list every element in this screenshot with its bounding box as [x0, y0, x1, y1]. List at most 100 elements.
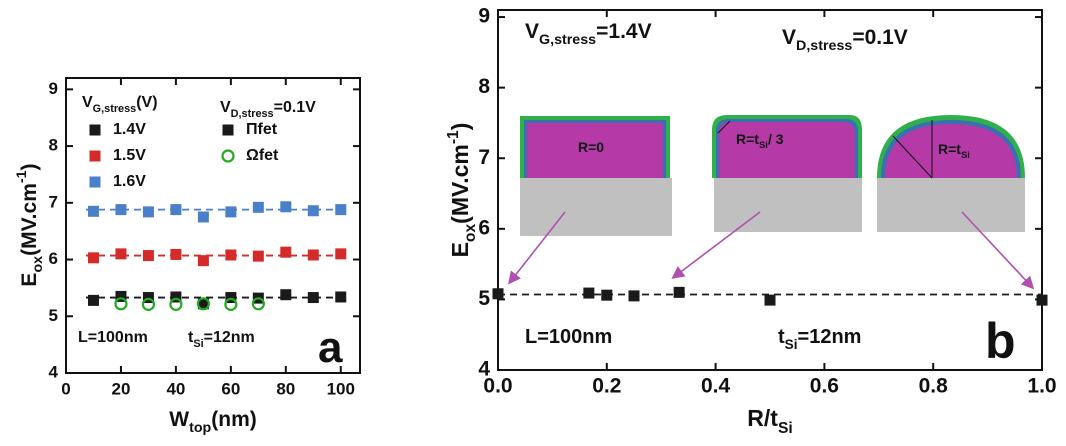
x-tick-label: 0	[61, 379, 70, 398]
text-part: Si	[193, 338, 203, 350]
point	[142, 292, 154, 304]
x-axis-label: R/tSi	[747, 405, 792, 437]
text-part: (MV.cm	[447, 144, 473, 224]
point	[764, 294, 776, 306]
point	[252, 250, 264, 262]
y-tick-label: 5	[49, 306, 58, 325]
point	[197, 298, 209, 310]
text-part: )	[18, 163, 41, 170]
y-axis-label: Eox(MV.cm-1)	[14, 163, 46, 286]
legend-label: Πfet	[246, 121, 278, 138]
point	[169, 297, 183, 311]
annotation: VG,stress=1.4V	[525, 20, 652, 48]
annotation: R=tSi	[938, 141, 970, 161]
text-part: R=t	[736, 131, 759, 147]
point	[335, 248, 347, 260]
point	[115, 248, 127, 260]
annotation: L=100nm	[78, 329, 148, 346]
annotation: VD,stress=0.1V	[782, 26, 908, 54]
y-tick-label: 9	[478, 5, 490, 28]
annotation: VD,stress=0.1V	[220, 99, 316, 120]
text-part: )	[447, 123, 473, 131]
text-part: -1	[14, 170, 30, 183]
point	[225, 249, 237, 261]
legend-label: Ωfet	[246, 147, 279, 164]
text-part: =1.4V	[596, 20, 651, 43]
point	[251, 297, 265, 311]
text-part: V	[525, 20, 539, 43]
text-part: =0.1V	[852, 26, 907, 49]
point	[115, 204, 127, 216]
legend-marker	[222, 124, 234, 136]
text-part: (V)	[136, 94, 157, 111]
y-tick-label: 5	[478, 287, 490, 310]
y-tick-label: 7	[49, 192, 58, 211]
point	[87, 205, 99, 217]
text-part: E	[447, 242, 473, 257]
point	[335, 204, 347, 216]
point	[87, 252, 99, 264]
y-tick-label: 6	[478, 216, 490, 239]
point	[141, 297, 156, 311]
point	[142, 250, 154, 262]
point	[170, 204, 182, 216]
y-tick-label: 4	[478, 358, 490, 381]
legend-marker	[89, 176, 101, 188]
legend-label: 1.5V	[113, 147, 146, 164]
text-part: Si	[778, 420, 793, 437]
text-part: L=100nm	[525, 326, 612, 348]
legend-marker	[89, 150, 101, 162]
text-part: Si	[785, 337, 798, 352]
x-tick-label: 60	[221, 379, 240, 398]
legend-title: VG,stress(V)	[82, 94, 158, 115]
text-part: t	[778, 326, 785, 348]
point	[307, 205, 319, 217]
point	[492, 288, 504, 300]
text-part: W	[169, 408, 189, 431]
x-tick-label: 100	[327, 379, 355, 398]
point	[1036, 294, 1048, 306]
text-part: Si	[961, 150, 970, 161]
annotation: R=tSi/ 3	[736, 131, 784, 151]
y-tick-label: 7	[478, 146, 490, 169]
x-tick-label: 80	[276, 379, 295, 398]
plot-frame	[65, 77, 361, 374]
point	[170, 291, 182, 303]
x-axis-label: Wtop(nm)	[169, 408, 257, 436]
inset-images	[520, 115, 1025, 236]
point	[87, 294, 99, 306]
annotation: R=0	[578, 139, 604, 155]
y-tick-label: 9	[49, 79, 58, 98]
point	[225, 292, 237, 304]
point	[197, 211, 209, 223]
text-part: V	[220, 99, 231, 116]
text-part: a	[318, 323, 343, 372]
x-tick-label: 0.6	[810, 375, 839, 398]
text-part: / 3	[768, 131, 784, 147]
text-part: (nm)	[211, 408, 257, 431]
text-part: =12nm	[798, 326, 862, 348]
text-part: ox	[462, 224, 479, 243]
point	[142, 206, 154, 218]
text-part: R/t	[747, 405, 778, 431]
point	[197, 255, 209, 267]
legend-label: 1.6V	[113, 173, 146, 190]
point	[224, 297, 238, 311]
point	[673, 286, 685, 298]
point	[307, 292, 319, 304]
text-part: G,stress	[93, 103, 137, 115]
y-tick-label: 8	[478, 75, 490, 98]
x-tick-label: 1.0	[1027, 375, 1056, 398]
text-part: R=t	[938, 141, 961, 157]
point	[196, 297, 210, 311]
point	[583, 287, 595, 299]
y-axis-label: Eox(MV.cm-1)	[445, 123, 479, 258]
text-part: =12nm	[204, 329, 255, 346]
text-part: G,stress	[539, 32, 596, 48]
x-tick-label: 0.0	[483, 375, 512, 398]
annotation: tSi=12nm	[188, 329, 255, 350]
plot-frame	[497, 9, 1043, 371]
text-part: L=100nm	[78, 329, 148, 346]
text-part: E	[18, 273, 41, 287]
